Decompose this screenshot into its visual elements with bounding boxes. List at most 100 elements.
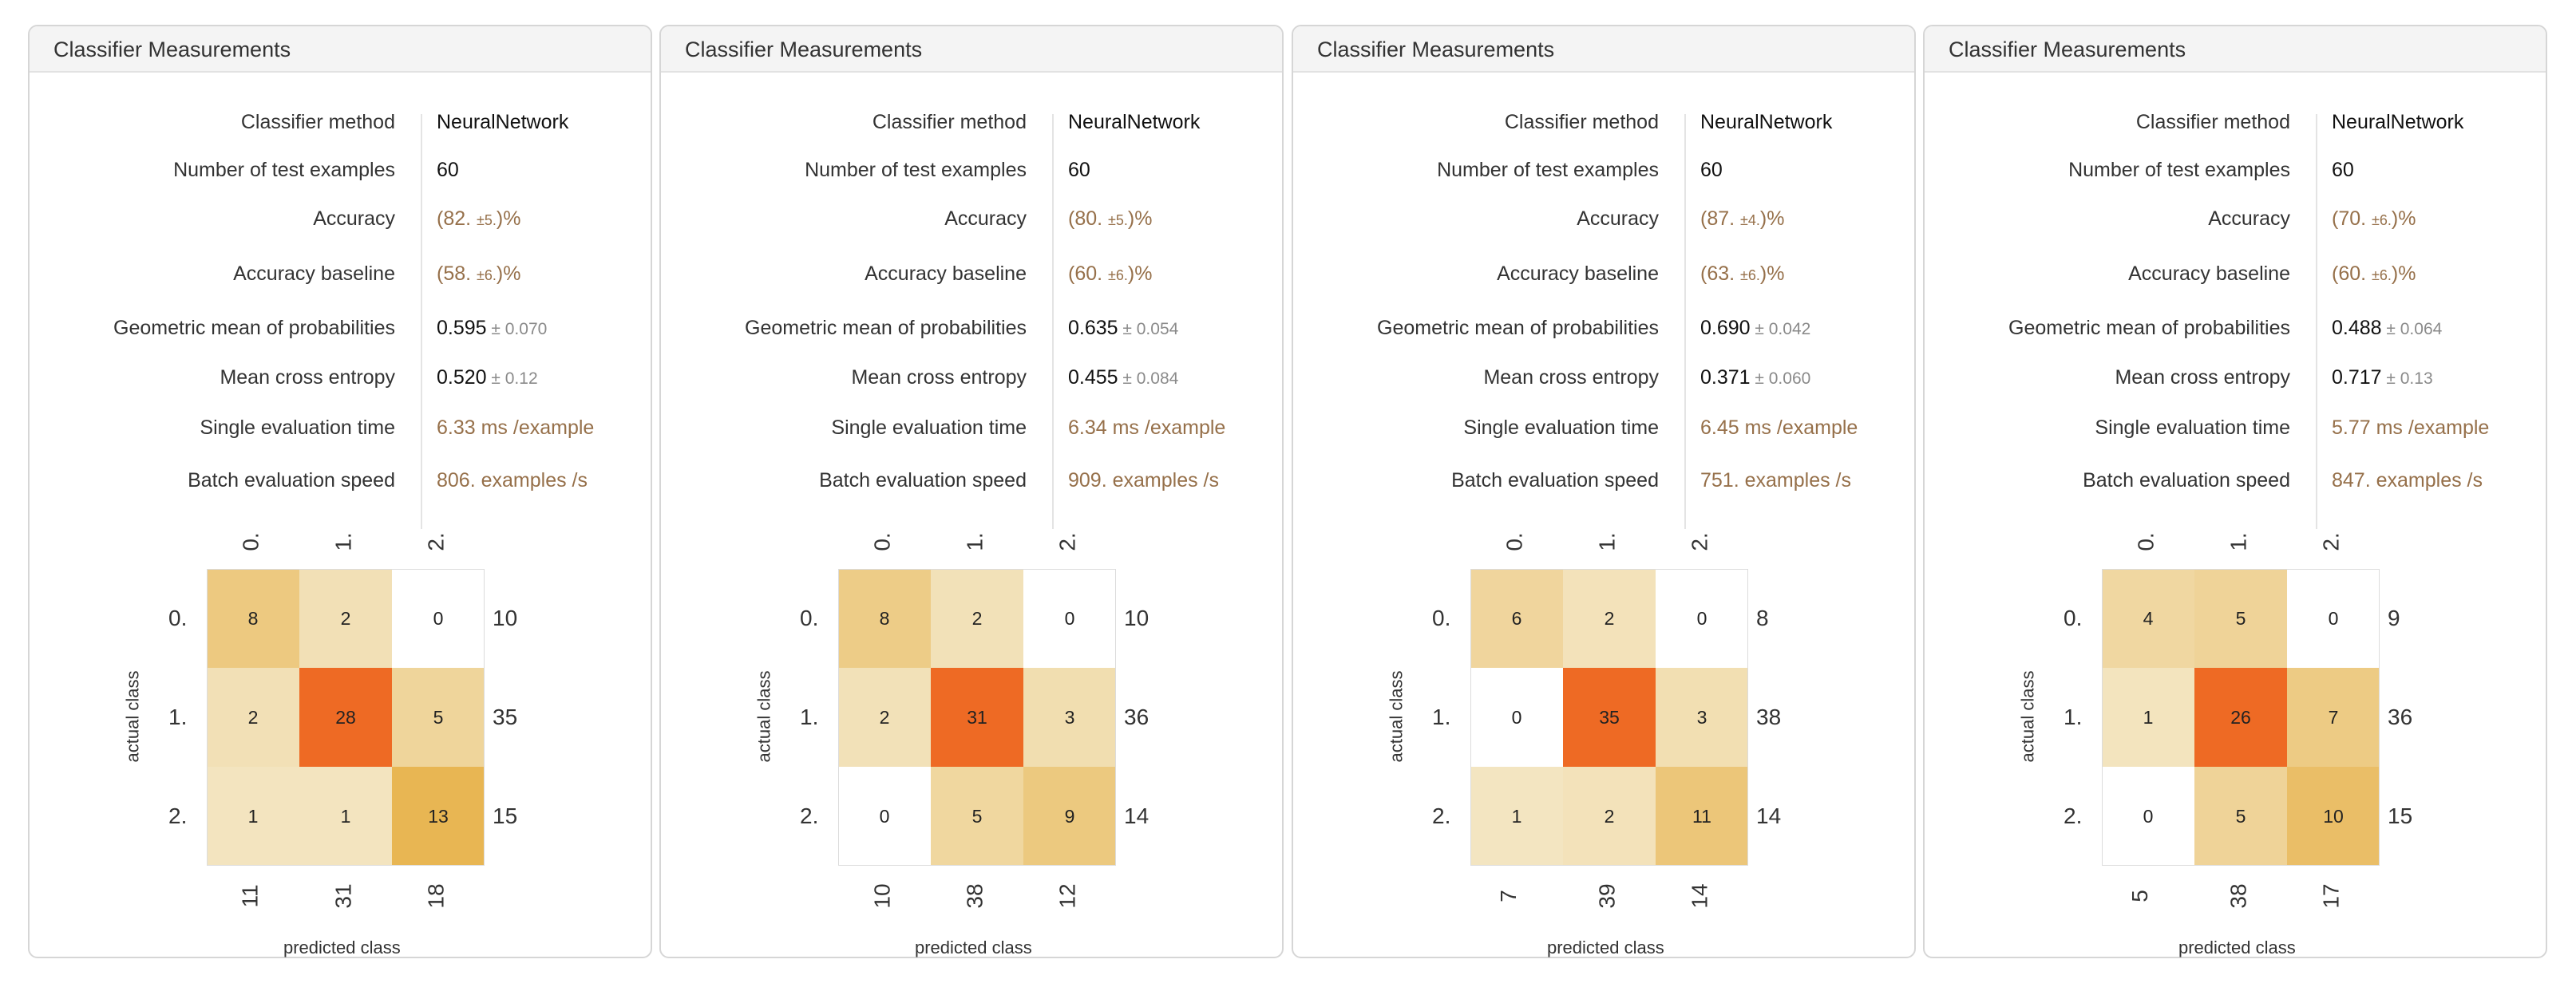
- metric-uncertainty: ± 0.064: [2381, 320, 2443, 338]
- x-axis-title: predicted class: [1547, 938, 1664, 957]
- metric-label: Number of test examples: [1437, 159, 1659, 181]
- confusion-matrix: 0. 1. 2. 0. 1. 2. 8 2 0 2 31 3 0 5 9 10 36 14 10 38 12 actual…: [661, 521, 1282, 960]
- matrix-cell-value: 1: [340, 805, 351, 827]
- metric-row-eval-time: Single evaluation time 5.77 ms /example: [1925, 412, 2546, 444]
- row-total-label: 8: [1756, 606, 1769, 630]
- metric-value: (80. ±5.)%: [1068, 207, 1152, 231]
- matrix-cell: 5: [392, 668, 485, 767]
- metric-value-text: 6.34 ms /example: [1068, 417, 1226, 439]
- metrics-grid: Classifier method NeuralNetwork Number of …: [1293, 90, 1914, 529]
- row-total-label: 9: [2388, 606, 2400, 630]
- matrix-cell-value: 2: [1604, 805, 1615, 827]
- metric-value-text: (82.: [437, 207, 477, 230]
- metric-value-text: 0.635: [1068, 317, 1118, 339]
- metric-value-text: 909. examples /s: [1068, 469, 1219, 492]
- metric-suffix: )%: [496, 263, 521, 285]
- matrix-cell: 2: [207, 668, 299, 767]
- matrix-cell: 11: [1656, 767, 1748, 866]
- matrix-cell: 0: [1656, 569, 1748, 668]
- metric-label: Number of test examples: [805, 159, 1027, 181]
- metric-value: 0.455 ± 0.084: [1068, 366, 1178, 389]
- metric-row-geo-mean: Geometric mean of probabilities 0.595 ± 0…: [30, 312, 651, 344]
- matrix-cell-value: 0: [1696, 607, 1707, 629]
- metric-label: Accuracy: [2208, 207, 2290, 230]
- matrix-cell: 2: [1563, 569, 1656, 668]
- matrix-cell: 0: [2287, 569, 2380, 668]
- metric-value-text: NeuralNetwork: [2332, 111, 2464, 133]
- metric-value: 5.77 ms /example: [2332, 417, 2489, 440]
- measurements-panel: Classifier Measurements Classifier method…: [1292, 25, 1916, 958]
- panel-title: Classifier Measurements: [1925, 26, 2546, 73]
- row-tick-label: 2.: [800, 803, 819, 828]
- metric-uncertainty: ± 0.054: [1118, 320, 1179, 338]
- matrix-cell: 26: [2194, 668, 2287, 767]
- col-tick-label: 2.: [1055, 532, 1080, 551]
- metric-value-text: 6.45 ms /example: [1700, 417, 1858, 439]
- metric-value-text: NeuralNetwork: [1700, 111, 1833, 133]
- y-axis-title: actual class: [754, 670, 774, 763]
- col-total-label: 7: [1495, 890, 1521, 902]
- row-total-label: 38: [1756, 705, 1782, 729]
- metric-value-text: (87.: [1700, 207, 1741, 230]
- metric-value-text: (80.: [1068, 207, 1109, 230]
- metric-suffix: )%: [1759, 207, 1785, 230]
- confusion-matrix: 0. 1. 2. 0. 1. 2. 8 2 0 2 28 5 1 1 13 10 35 15 11 31 18 actua…: [30, 521, 651, 960]
- col-total-label: 38: [2226, 883, 2251, 909]
- x-axis-title: predicted class: [2178, 938, 2296, 957]
- measurements-panel: Classifier Measurements Classifier method…: [28, 25, 652, 958]
- metric-uncertainty: ± 0.12: [486, 369, 538, 388]
- matrix-cell: 6: [1470, 569, 1563, 668]
- metric-label: Accuracy baseline: [233, 263, 395, 285]
- metric-uncertainty: ±6.: [1108, 267, 1128, 283]
- metric-label: Batch evaluation speed: [819, 469, 1027, 492]
- metric-label: Classifier method: [872, 111, 1027, 133]
- metric-value: 847. examples /s: [2332, 469, 2483, 492]
- matrix-cell: 1: [207, 767, 299, 866]
- metric-value-text: (60.: [1068, 263, 1109, 285]
- metric-row-eval-speed: Batch evaluation speed 751. examples /s: [1293, 464, 1914, 496]
- matrix-cell-value: 0: [2328, 607, 2339, 629]
- row-total-label: 35: [493, 705, 518, 729]
- matrix-cell: 7: [2287, 668, 2380, 767]
- matrix-cell-value: 2: [340, 607, 351, 629]
- col-tick-label: 2.: [423, 532, 449, 551]
- matrix-cell: 0: [838, 767, 931, 866]
- metric-uncertainty: ±5.: [1108, 212, 1128, 228]
- col-tick-label: 1.: [962, 532, 987, 551]
- metric-uncertainty: ± 0.060: [1750, 369, 1811, 388]
- column-divider: [421, 114, 422, 529]
- col-tick-label: 2.: [2318, 532, 2344, 551]
- metric-value-text: 0.520: [437, 366, 487, 389]
- metric-uncertainty: ± 0.084: [1118, 369, 1179, 388]
- metric-row-num-test-examples: Number of test examples 60: [661, 154, 1282, 186]
- metric-label: Accuracy baseline: [1497, 263, 1659, 285]
- metric-value: (82. ±5.)%: [437, 207, 520, 231]
- matrix-cell: 31: [931, 668, 1023, 767]
- matrix-cell: 0: [392, 569, 485, 668]
- matrix-cell: 28: [299, 668, 392, 767]
- metric-value-text: 5.77 ms /example: [2332, 417, 2490, 439]
- matrix-cell: 0: [1470, 668, 1563, 767]
- col-total-label: 39: [1594, 883, 1620, 909]
- row-total-label: 14: [1124, 803, 1150, 828]
- matrix-cell-value: 3: [1696, 706, 1707, 728]
- metric-uncertainty: ±6.: [1740, 267, 1760, 283]
- confusion-matrix: 0. 1. 2. 0. 1. 2. 6 2 0 0 35 3 1 2 11 8 38 14 7 39 14 actual …: [1293, 521, 1914, 960]
- metric-label: Accuracy baseline: [2128, 263, 2290, 285]
- matrix-cell: 5: [2194, 569, 2287, 668]
- metric-value: NeuralNetwork: [1700, 111, 1832, 134]
- row-tick-label: 2.: [168, 803, 188, 828]
- col-tick-label: 0.: [869, 532, 895, 551]
- metric-value-text: 60: [2332, 159, 2354, 181]
- row-total-label: 14: [1756, 803, 1782, 828]
- metric-row-geo-mean: Geometric mean of probabilities 0.635 ± 0…: [661, 312, 1282, 344]
- confusion-matrix: 0. 1. 2. 0. 1. 2. 4 5 0 1 26 7 0 5 10 9 36 15 5 38 17 actual …: [1925, 521, 2546, 960]
- metric-label: Mean cross entropy: [1483, 366, 1659, 389]
- metric-value-text: (60.: [2332, 263, 2372, 285]
- metric-value-text: (58.: [437, 263, 477, 285]
- metric-value-text: 847. examples /s: [2332, 469, 2483, 492]
- col-tick-label: 0.: [1502, 532, 1527, 551]
- metric-value-text: 0.690: [1700, 317, 1751, 339]
- matrix-cell-value: 2: [247, 706, 259, 728]
- matrix-cell: 1: [1470, 767, 1563, 866]
